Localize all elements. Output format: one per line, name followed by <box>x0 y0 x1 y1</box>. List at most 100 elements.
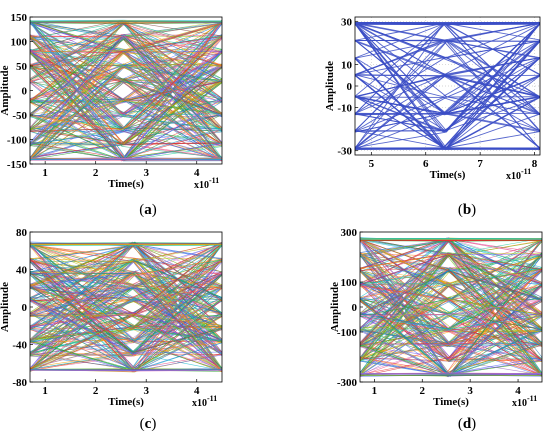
eye-trace <box>360 252 542 314</box>
y-tick-label: -80 <box>12 377 27 389</box>
eye-trace <box>360 299 542 331</box>
eye-trace <box>30 242 222 353</box>
eye-rail <box>30 22 222 24</box>
eye-trace <box>30 299 222 355</box>
eye-trace <box>355 23 540 115</box>
y-tick-label: -50 <box>12 110 27 122</box>
eye-trace <box>360 286 542 378</box>
eye-trace <box>355 40 540 115</box>
y-tick-label: -30 <box>337 146 352 158</box>
y-tick-label: 40 <box>16 265 28 277</box>
eye-trace <box>30 285 222 340</box>
eye-trace <box>30 81 222 130</box>
eye-trace <box>30 114 222 160</box>
y-tick-label: 0 <box>22 86 28 98</box>
eye-trace <box>30 258 222 316</box>
eye-trace <box>30 38 222 144</box>
y-tick-label: 0 <box>347 81 353 93</box>
y-tick-label: -300 <box>337 377 358 389</box>
eye-trace <box>30 273 222 313</box>
x-axis-label: Time(s) <box>108 396 144 408</box>
y-tick-label: 100 <box>11 37 28 49</box>
y-tick-label: -10 <box>337 103 352 115</box>
eye-trace <box>30 244 222 260</box>
eye-trace <box>30 261 222 372</box>
eye-trace <box>30 243 222 369</box>
x-tick-label: 1 <box>42 167 48 179</box>
y-tick-label: 80 <box>16 227 28 239</box>
eye-trace <box>360 316 542 360</box>
eye-trace <box>30 19 222 132</box>
eye-trace <box>30 35 222 146</box>
eye-rail <box>30 370 222 372</box>
y-axis-label: Amplitude <box>0 65 11 115</box>
eye-trace <box>30 35 222 143</box>
eye-rail <box>360 374 542 376</box>
eye-trace <box>30 328 222 341</box>
x-axis-label: Time(s) <box>430 169 466 181</box>
eye-trace <box>360 255 542 376</box>
eye-trace <box>30 288 222 299</box>
eye-trace <box>30 339 222 373</box>
eye-trace <box>360 256 542 314</box>
eye-trace <box>30 19 222 130</box>
eye-trace <box>30 65 222 160</box>
x-tick-label: 1 <box>372 385 378 397</box>
eye-trace <box>360 271 542 331</box>
eye-trace <box>355 56 540 115</box>
x-axis-exponent: x10-11 <box>192 394 217 409</box>
eye-trace <box>30 22 222 146</box>
y-tick-label: 150 <box>11 12 28 24</box>
eye-trace <box>30 272 222 330</box>
y-tick-label: 0 <box>352 302 358 314</box>
eye-trace <box>30 261 222 287</box>
eye-rail <box>360 239 542 242</box>
x-tick-label: 2 <box>93 385 99 397</box>
eye-trace <box>360 270 542 345</box>
eye-trace <box>30 243 222 342</box>
eye-traces <box>30 19 222 162</box>
y-tick-label: 10 <box>341 59 353 71</box>
x-tick-label: 4 <box>194 167 200 179</box>
eye-trace <box>30 66 222 161</box>
y-tick-label: 30 <box>341 16 353 28</box>
eye-rail <box>30 19 222 22</box>
eye-trace <box>30 66 222 160</box>
y-axis-label: Amplitude <box>324 61 336 111</box>
eye-trace <box>355 96 540 149</box>
eye-trace <box>30 49 222 133</box>
eye-rail <box>360 240 542 242</box>
eye-trace <box>30 342 222 369</box>
eye-rail <box>30 22 222 24</box>
x-axis-label: Time(s) <box>108 178 144 190</box>
eye-trace <box>360 269 542 358</box>
eye-trace <box>30 287 222 313</box>
eye-trace <box>360 331 542 359</box>
eye-rail <box>355 148 540 150</box>
y-tick-label: -40 <box>12 340 27 352</box>
eye-trace <box>360 299 542 330</box>
eye-trace <box>30 258 222 372</box>
y-tick-label: -150 <box>7 159 28 171</box>
eye-panel-c: 1 2 3 4 -80 -40 0 40 80 Time(s) x10-11 Amplitude (c) <box>0 227 223 432</box>
eye-trace <box>360 284 542 329</box>
eye-trace <box>30 80 222 117</box>
eye-trace <box>360 269 542 361</box>
eye-trace <box>30 49 222 131</box>
y-tick-label: -100 <box>7 135 28 147</box>
x-tick-label: 3 <box>143 167 149 179</box>
eye-trace <box>360 253 542 283</box>
eye-rail <box>360 372 542 374</box>
eye-trace <box>30 297 222 342</box>
eye-trace <box>30 241 222 343</box>
eye-trace <box>360 268 542 359</box>
panel-caption: (a) <box>139 202 157 218</box>
eye-trace <box>30 23 222 159</box>
eye-trace <box>30 243 222 288</box>
x-axis-exponent: x10-11 <box>506 167 531 182</box>
eye-trace <box>30 67 222 115</box>
y-tick-label: 0 <box>22 302 28 314</box>
eye-trace <box>30 49 222 130</box>
eye-trace <box>355 23 540 133</box>
